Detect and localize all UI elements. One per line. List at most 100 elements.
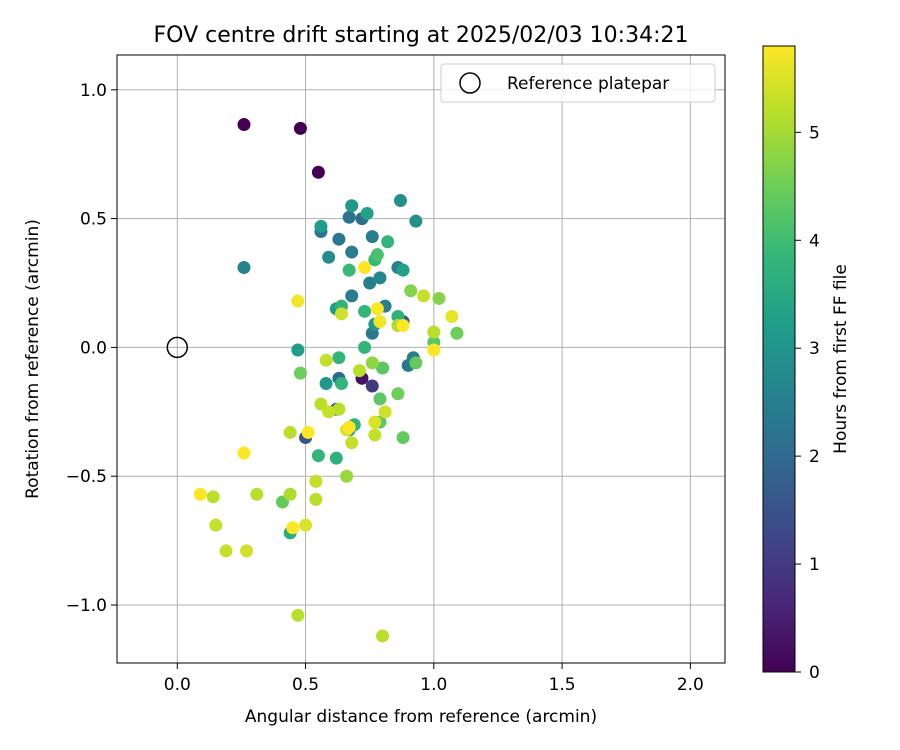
colorbar-gradient <box>762 45 796 673</box>
scatter-point <box>345 245 359 259</box>
legend-entry-reference-platepar: Reference platepar <box>507 74 669 94</box>
colorbar-tick-label: 2 <box>809 447 820 467</box>
scatter-point <box>373 315 387 329</box>
colorbar-tick-label: 3 <box>809 339 820 359</box>
scatter-point <box>340 469 354 483</box>
scatter-point <box>368 415 382 429</box>
scatter-point <box>365 356 379 370</box>
scatter-point <box>322 405 336 419</box>
scatter-point <box>370 248 384 262</box>
scatter-point <box>240 544 254 558</box>
scatter-point <box>445 309 459 323</box>
colorbar-tick-label: 0 <box>809 663 820 683</box>
scatter-point <box>370 302 384 316</box>
scatter-point <box>329 451 343 465</box>
scatter-point <box>206 490 220 504</box>
scatter-point <box>391 387 405 401</box>
legend-box <box>440 63 716 103</box>
colorbar-ticks: 0 1 2 3 4 5 <box>795 123 820 683</box>
scatter-point <box>358 340 372 354</box>
x-tick-label: 2.0 <box>677 675 704 695</box>
scatter-point <box>417 289 431 303</box>
scatter-point <box>365 230 379 244</box>
scatter-point <box>219 544 233 558</box>
scatter-point <box>334 307 348 321</box>
scatter-point <box>314 219 328 233</box>
scatter-point <box>373 392 387 406</box>
scatter-point <box>409 214 423 228</box>
scatter-point <box>309 474 323 488</box>
scatter-point <box>293 366 307 380</box>
scatter-point <box>365 379 379 393</box>
scatter-point <box>250 487 264 501</box>
y-axis: −1.0 −0.5 0.0 0.5 1.0 <box>66 81 117 616</box>
scatter-point <box>396 319 410 333</box>
x-tick-label: 0.5 <box>292 675 319 695</box>
scatter-point <box>311 165 325 179</box>
y-tick-label: 0.0 <box>80 338 107 358</box>
scatter-point <box>291 294 305 308</box>
y-axis-label: Rotation from reference (arcmin) <box>23 219 43 499</box>
scatter-point <box>322 250 336 264</box>
scatter-point <box>332 232 346 246</box>
legend: Reference platepar <box>440 63 716 103</box>
scatter-point <box>291 608 305 622</box>
legend-reference-icon <box>459 72 481 94</box>
scatter-point <box>393 194 407 208</box>
scatter-point <box>368 428 382 442</box>
scatter-point <box>345 289 359 303</box>
points-layer <box>193 118 464 643</box>
x-tick-label: 1.0 <box>420 675 447 695</box>
scatter-point <box>283 425 297 439</box>
scatter-point <box>409 356 423 370</box>
y-tick-label: 0.5 <box>80 210 107 230</box>
scatter-point <box>301 425 315 439</box>
scatter-point <box>237 446 251 460</box>
scatter-point <box>342 263 356 277</box>
y-tick-label: −0.5 <box>66 467 107 487</box>
colorbar-label: Hours from first FF file <box>831 264 851 454</box>
scatter-point <box>342 210 356 224</box>
colorbar-tick-label: 4 <box>809 231 820 251</box>
y-tick-label: −1.0 <box>66 596 107 616</box>
scatter-point <box>299 518 313 532</box>
scatter-point <box>378 405 392 419</box>
colorbar-tick-label: 1 <box>809 555 820 575</box>
scatter-point <box>332 351 346 365</box>
scatter-point <box>237 261 251 275</box>
scatter-point <box>319 353 333 367</box>
scatter-point <box>193 487 207 501</box>
x-tick-label: 1.5 <box>549 675 576 695</box>
scatter-point <box>209 518 223 532</box>
scatter-point <box>345 436 359 450</box>
scatter-point <box>373 271 387 285</box>
scatter-point <box>283 487 297 501</box>
scatter-point <box>396 263 410 277</box>
scatter-point <box>311 449 325 463</box>
scatter-point <box>376 629 390 643</box>
scatter-point <box>342 420 356 434</box>
scatter-point <box>450 326 464 340</box>
scatter-point <box>352 364 366 378</box>
scatter-point <box>427 325 441 339</box>
scatter-point <box>237 118 251 132</box>
x-tick-label: 0.0 <box>164 675 191 695</box>
y-tick-label: 1.0 <box>80 81 107 101</box>
scatter-point <box>319 376 333 390</box>
scatter-point <box>293 121 307 135</box>
scatter-point <box>376 361 390 375</box>
plot-frame <box>116 54 726 664</box>
colorbar-tick-label: 5 <box>809 123 820 143</box>
scatter-point <box>432 291 446 305</box>
scatter-point <box>345 199 359 213</box>
scatter-point <box>332 402 346 416</box>
scatter-point <box>334 376 348 390</box>
scatter-point <box>363 276 377 290</box>
scatter-point <box>358 304 372 318</box>
scatter-point <box>291 343 305 357</box>
colorbar: 0 1 2 3 4 5 Hours from first FF file <box>762 45 851 683</box>
x-axis-label: Angular distance from reference (arcmin) <box>245 707 597 727</box>
scatter-point <box>286 521 300 535</box>
scatter-point <box>309 492 323 506</box>
